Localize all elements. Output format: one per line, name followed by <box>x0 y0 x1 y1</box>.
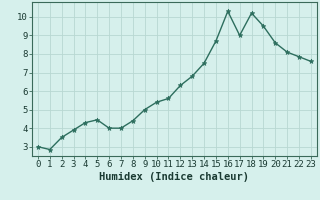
X-axis label: Humidex (Indice chaleur): Humidex (Indice chaleur) <box>100 172 249 182</box>
